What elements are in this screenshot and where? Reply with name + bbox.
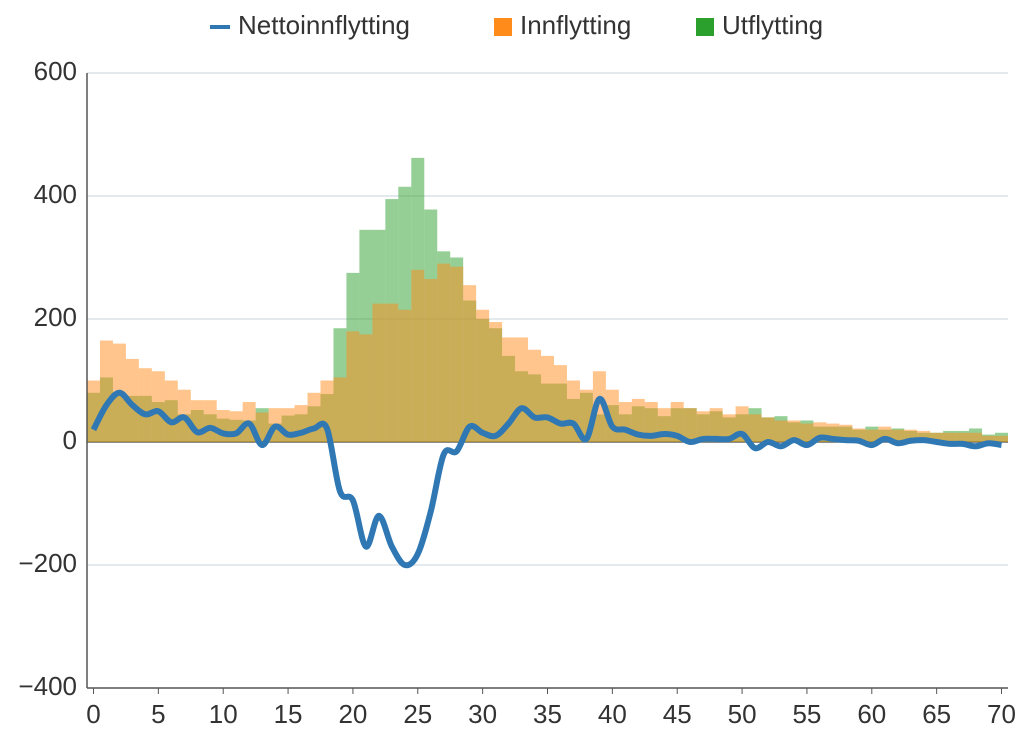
bar bbox=[255, 412, 269, 442]
y-tick-label: 400 bbox=[34, 179, 77, 209]
bar bbox=[891, 429, 905, 442]
y-tick-label: 600 bbox=[34, 56, 77, 86]
bar bbox=[956, 432, 970, 442]
bar bbox=[995, 435, 1008, 442]
bar bbox=[761, 417, 775, 442]
bar bbox=[553, 365, 567, 442]
bar bbox=[424, 279, 438, 442]
bar bbox=[359, 334, 373, 442]
bar bbox=[683, 408, 697, 442]
bar bbox=[151, 371, 165, 442]
bar bbox=[476, 309, 490, 442]
x-tick-label: 0 bbox=[86, 699, 100, 729]
bar bbox=[748, 414, 762, 442]
bar bbox=[385, 303, 399, 442]
x-tick-label: 25 bbox=[403, 699, 432, 729]
x-tick-label: 55 bbox=[792, 699, 821, 729]
bar bbox=[969, 432, 983, 442]
bar bbox=[489, 322, 503, 442]
x-tick-label: 50 bbox=[728, 699, 757, 729]
bar bbox=[943, 432, 957, 442]
bar bbox=[787, 420, 801, 442]
bar bbox=[307, 392, 321, 442]
y-tick-label: −200 bbox=[18, 548, 77, 578]
bar bbox=[216, 410, 230, 442]
x-tick-label: 60 bbox=[857, 699, 886, 729]
bar bbox=[930, 432, 944, 442]
x-tick-label: 70 bbox=[987, 699, 1016, 729]
bar bbox=[592, 371, 606, 442]
x-tick-label: 20 bbox=[338, 699, 367, 729]
bar bbox=[450, 266, 464, 442]
bar bbox=[346, 331, 360, 442]
bar bbox=[437, 263, 451, 442]
bar bbox=[87, 380, 100, 442]
legend-label: Nettoinnflytting bbox=[238, 10, 410, 40]
y-tick-label: 200 bbox=[34, 302, 77, 332]
x-tick-label: 40 bbox=[598, 699, 627, 729]
bar bbox=[982, 435, 996, 442]
legend-label: Innflytting bbox=[520, 10, 631, 40]
bar bbox=[917, 430, 931, 442]
line bbox=[90, 389, 1003, 569]
x-tick-label: 10 bbox=[209, 699, 238, 729]
bar bbox=[398, 309, 412, 442]
bar bbox=[618, 402, 632, 442]
x-tick-label: 15 bbox=[274, 699, 303, 729]
bar bbox=[696, 411, 710, 442]
bar bbox=[541, 355, 554, 442]
x-tick-label: 35 bbox=[533, 699, 562, 729]
bar bbox=[125, 358, 139, 442]
bar bbox=[644, 402, 658, 442]
x-tick-label: 5 bbox=[151, 699, 165, 729]
bar bbox=[138, 368, 152, 442]
bar bbox=[800, 423, 814, 442]
y-tick-label: −400 bbox=[18, 671, 77, 701]
bar bbox=[515, 337, 529, 442]
bar bbox=[411, 269, 425, 442]
bar bbox=[372, 303, 386, 442]
bar bbox=[528, 349, 542, 442]
bar bbox=[709, 408, 723, 442]
bar bbox=[190, 400, 204, 442]
y-tick-label: 0 bbox=[63, 425, 77, 455]
bar bbox=[774, 420, 788, 442]
x-tick-label: 30 bbox=[468, 699, 497, 729]
bar bbox=[865, 429, 879, 442]
bar bbox=[164, 380, 178, 442]
legend-label: Utflytting bbox=[722, 10, 823, 40]
bar bbox=[463, 285, 477, 442]
bar bbox=[203, 400, 217, 442]
bar bbox=[333, 377, 347, 442]
legend-marker bbox=[696, 18, 714, 36]
x-tick-label: 45 bbox=[663, 699, 692, 729]
x-tick-label: 65 bbox=[922, 699, 951, 729]
bar bbox=[99, 340, 113, 442]
legend-marker bbox=[494, 18, 512, 36]
